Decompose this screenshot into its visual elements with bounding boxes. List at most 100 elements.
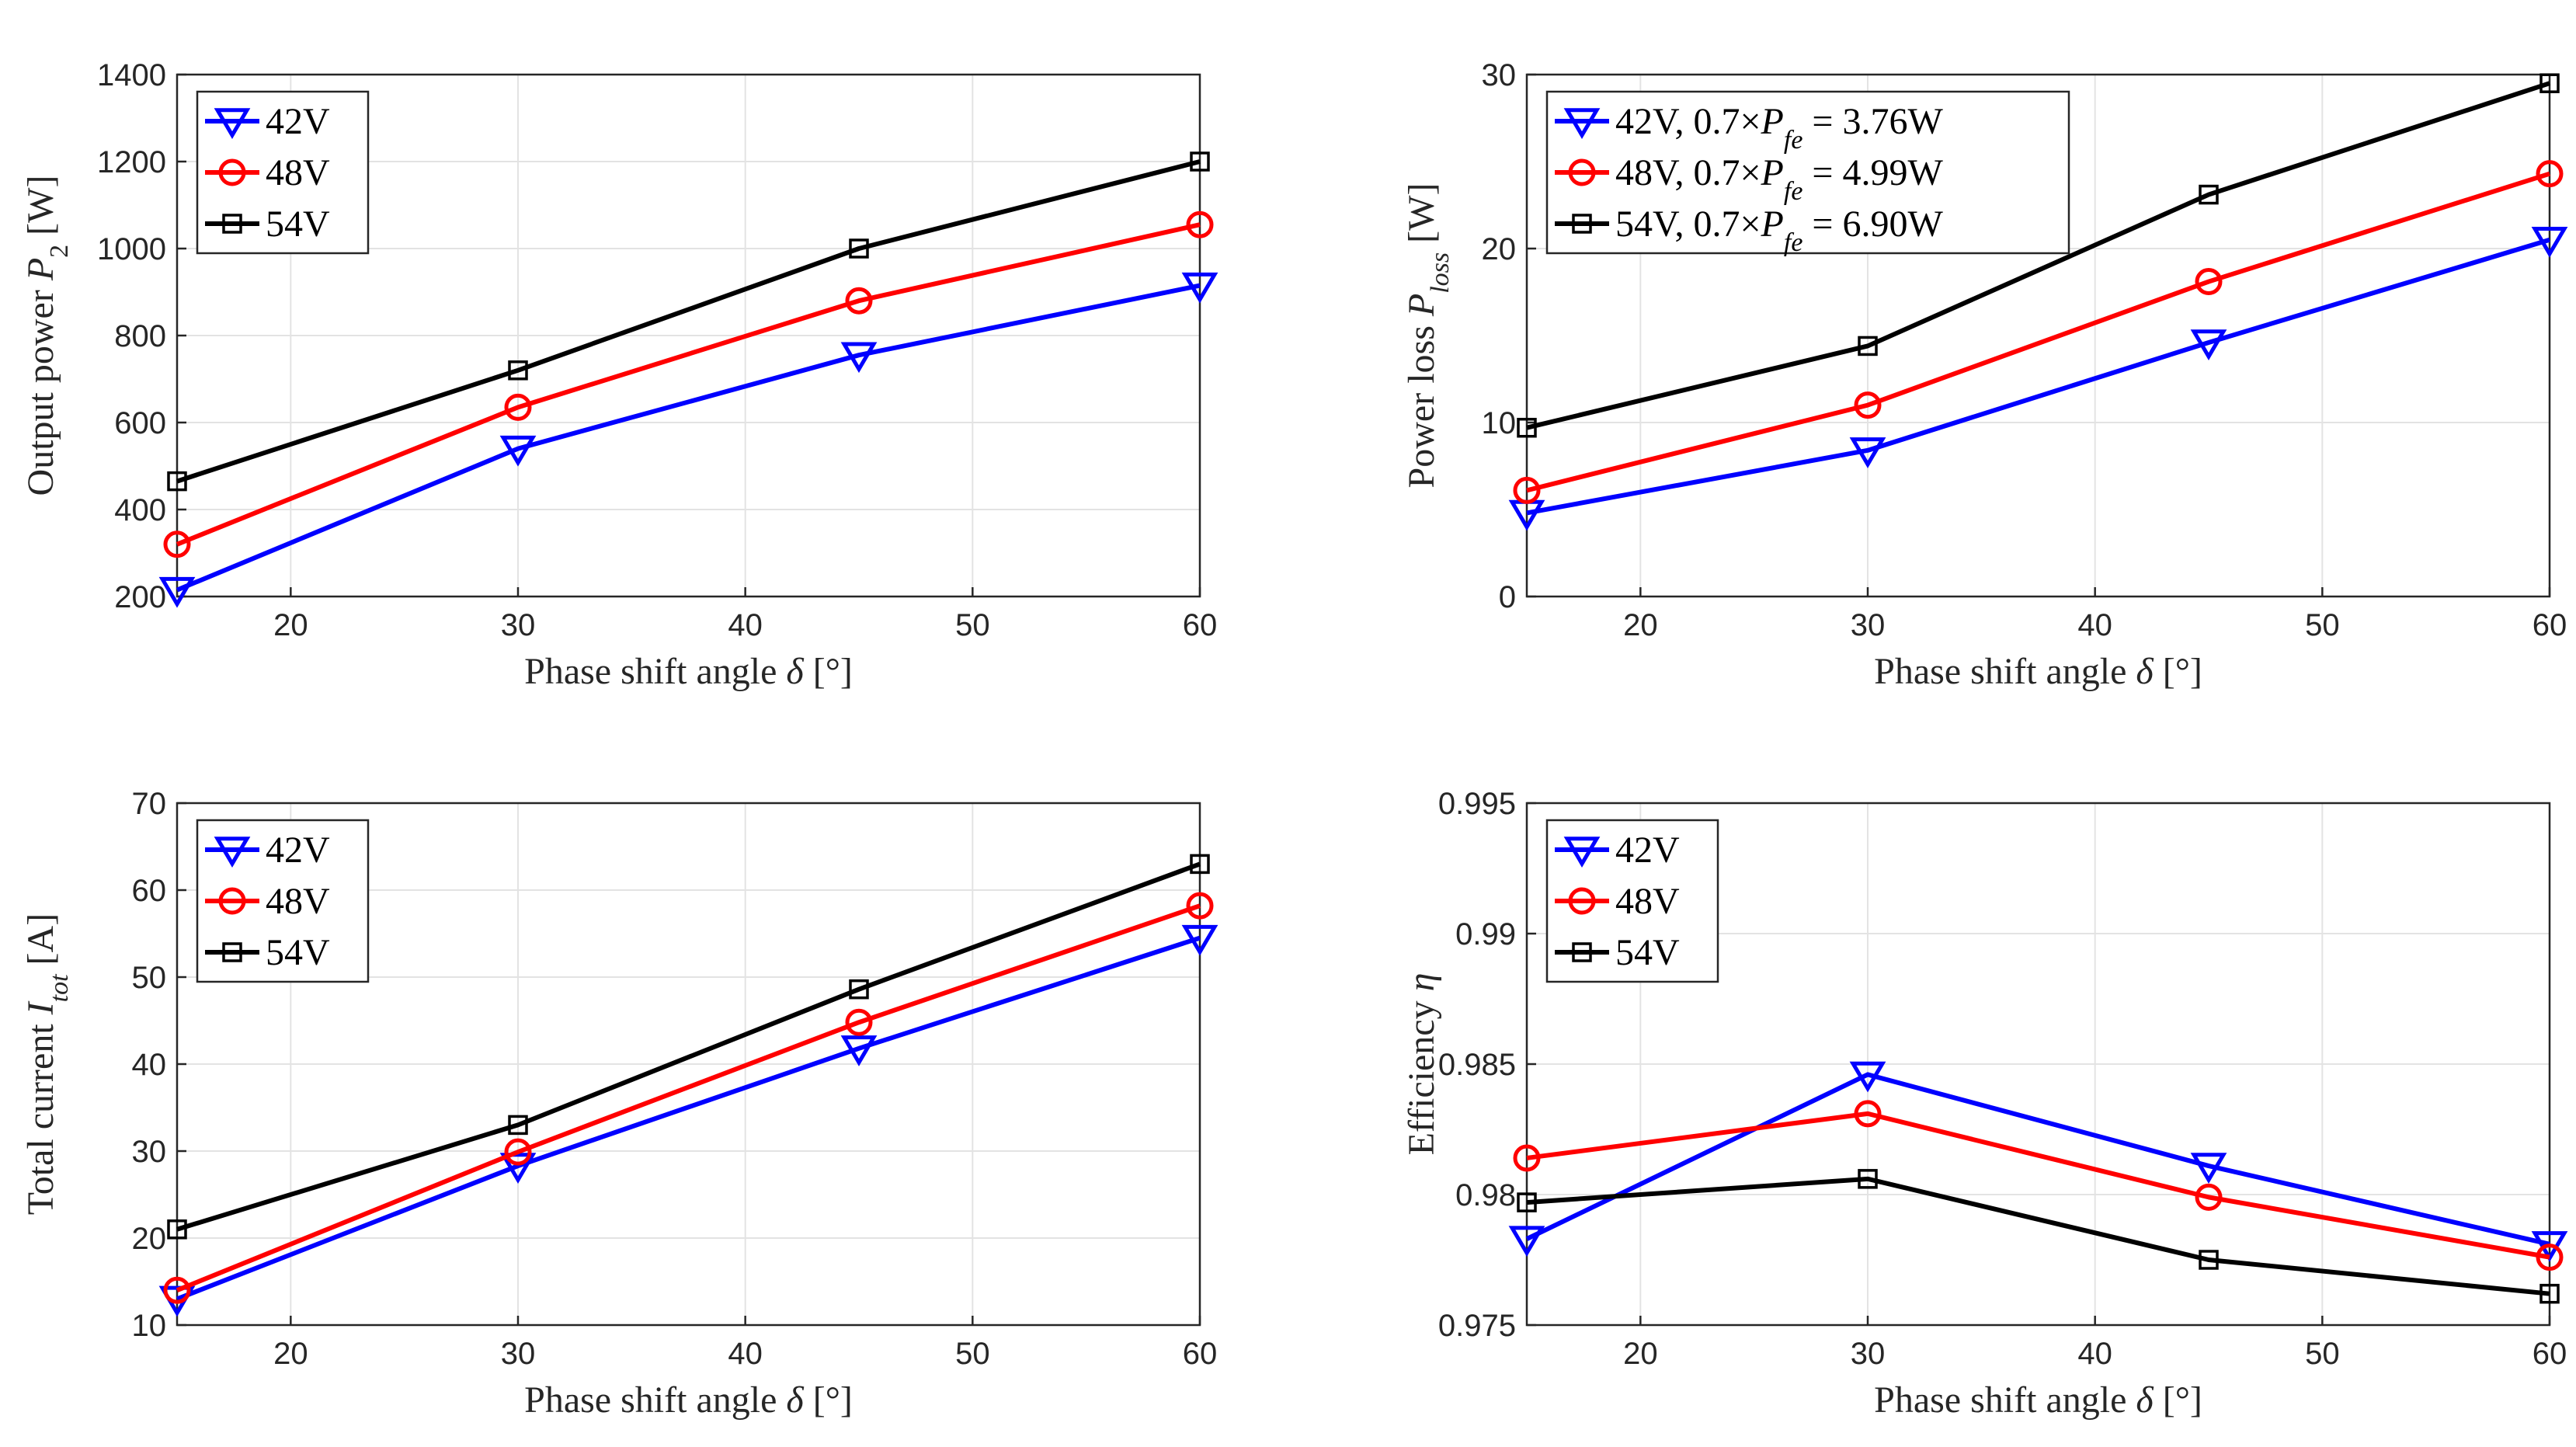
series-line-42V — [1525, 1072, 2550, 1247]
data-point — [1181, 272, 1218, 304]
series-line-54V — [1526, 81, 2550, 430]
y-tick-label: 20 — [132, 1222, 167, 1256]
data-point — [2539, 73, 2560, 93]
legend-label: 48V — [1615, 881, 1680, 922]
legend-label: 42V — [1615, 830, 1680, 871]
data-point — [2531, 1231, 2568, 1262]
series-line-54V — [176, 861, 1201, 1232]
series-line-48V — [176, 903, 1201, 1292]
y-tick-label: 0.995 — [1438, 787, 1516, 821]
data-point — [845, 287, 873, 315]
x-tick-label: 60 — [1183, 1337, 1218, 1371]
series-line-42V — [176, 283, 1201, 593]
y-tick-label: 0.985 — [1438, 1048, 1516, 1082]
data-point — [1181, 924, 1218, 956]
data-point — [1517, 417, 1537, 438]
y-tick-label: 1000 — [97, 232, 166, 266]
legend-label: 54V, 0.7×Pfe = 6.90W — [1615, 203, 1943, 257]
data-point — [1858, 336, 1878, 357]
data-point — [2536, 160, 2564, 188]
y-tick-label: 0 — [1499, 580, 1516, 614]
x-tick-label: 20 — [1623, 608, 1658, 642]
y-tick-label: 10 — [1482, 406, 1517, 440]
x-tick-label: 30 — [1851, 1337, 1886, 1371]
data-point — [504, 393, 532, 421]
data-point — [2536, 1244, 2564, 1271]
y-tick-label: 1200 — [97, 145, 166, 179]
legend-label: 42V — [266, 830, 330, 871]
data-point — [2539, 1283, 2560, 1304]
legend-label: 54V — [1615, 932, 1680, 973]
data-point — [499, 435, 537, 467]
legend-marker — [214, 108, 251, 139]
series-line-42V — [176, 935, 1201, 1302]
data-point — [2531, 227, 2568, 258]
data-point — [2199, 184, 2219, 205]
chart-panel-3: 20 30 40 50 60 10 20 30 40 50 60 70 Phase shift angl… — [20, 787, 1218, 1421]
x-tick-label: 20 — [273, 608, 308, 642]
data-point — [1517, 1192, 1537, 1212]
data-point — [508, 360, 528, 381]
data-point — [1190, 151, 1210, 172]
y-tick-label: 0.99 — [1455, 917, 1516, 951]
chart-panel-1: 20 30 40 50 60 200 400 600 800 1000 1200 1400 Phase … — [20, 58, 1218, 692]
y-tick-label: 60 — [132, 874, 167, 908]
x-tick-label: 40 — [728, 1337, 763, 1371]
series-line-42V — [1526, 237, 2550, 516]
y-axis-label: Power loss Ploss [W] — [1401, 183, 1455, 489]
y-tick-label: 400 — [114, 493, 166, 527]
legend-marker — [218, 158, 246, 186]
legend-marker — [1563, 108, 1601, 139]
x-tick-label: 50 — [955, 1337, 990, 1371]
series-line-54V — [1526, 1176, 2550, 1296]
x-tick-label: 40 — [2077, 608, 2112, 642]
legend-marker — [1572, 942, 1592, 962]
y-tick-label: 0.975 — [1438, 1309, 1516, 1343]
data-point — [504, 1138, 532, 1166]
data-point — [163, 1276, 191, 1304]
data-point — [1858, 1169, 1878, 1189]
y-tick-label: 200 — [114, 580, 166, 614]
x-tick-label: 20 — [1623, 1337, 1658, 1371]
y-axis-label: Efficiency η — [1401, 973, 1442, 1156]
data-point — [508, 1115, 528, 1136]
x-tick-label: 30 — [501, 608, 536, 642]
legend-label: 54V — [266, 203, 330, 245]
series-line-48V — [1526, 171, 2550, 493]
data-point — [158, 576, 196, 608]
x-tick-label: 30 — [1851, 608, 1886, 642]
x-tick-label: 50 — [955, 608, 990, 642]
x-tick-label: 60 — [1183, 608, 1218, 642]
x-axis-label: Phase shift angle δ [°] — [1874, 651, 2202, 692]
data-point — [167, 1219, 187, 1240]
data-point — [2199, 1250, 2219, 1270]
x-tick-label: 40 — [728, 608, 763, 642]
y-tick-label: 70 — [132, 787, 167, 821]
legend-marker — [218, 887, 246, 915]
legend-marker — [1563, 837, 1601, 868]
data-point — [163, 530, 191, 558]
data-point — [840, 1035, 878, 1066]
legend-label: 48V, 0.7×Pfe = 4.99W — [1615, 152, 1943, 206]
data-point — [1854, 1100, 1882, 1128]
legend-label: 42V — [266, 101, 330, 142]
x-tick-label: 50 — [2305, 1337, 2340, 1371]
x-axis-label: Phase shift angle δ [°] — [524, 1379, 853, 1421]
legend-label: 48V — [266, 881, 330, 922]
x-tick-label: 20 — [273, 1337, 308, 1371]
series-line-48V — [176, 222, 1201, 547]
data-point — [849, 238, 869, 259]
y-axis-label: Output power P2 [W] — [20, 176, 74, 496]
y-tick-label: 800 — [114, 319, 166, 353]
y-tick-label: 30 — [1482, 58, 1517, 92]
x-tick-label: 40 — [2077, 1337, 2112, 1371]
data-point — [1849, 437, 1886, 468]
data-point — [2195, 268, 2223, 296]
legend-marker — [1568, 887, 1596, 915]
chart-panel-2: 20 30 40 50 60 0 10 20 30 Phase shift angle δ [°]… — [1401, 58, 2568, 692]
y-axis-label: Total current Itot [A] — [20, 913, 74, 1215]
y-tick-label: 0.98 — [1455, 1178, 1516, 1212]
y-tick-label: 50 — [132, 961, 167, 995]
legend-marker — [1568, 158, 1596, 186]
